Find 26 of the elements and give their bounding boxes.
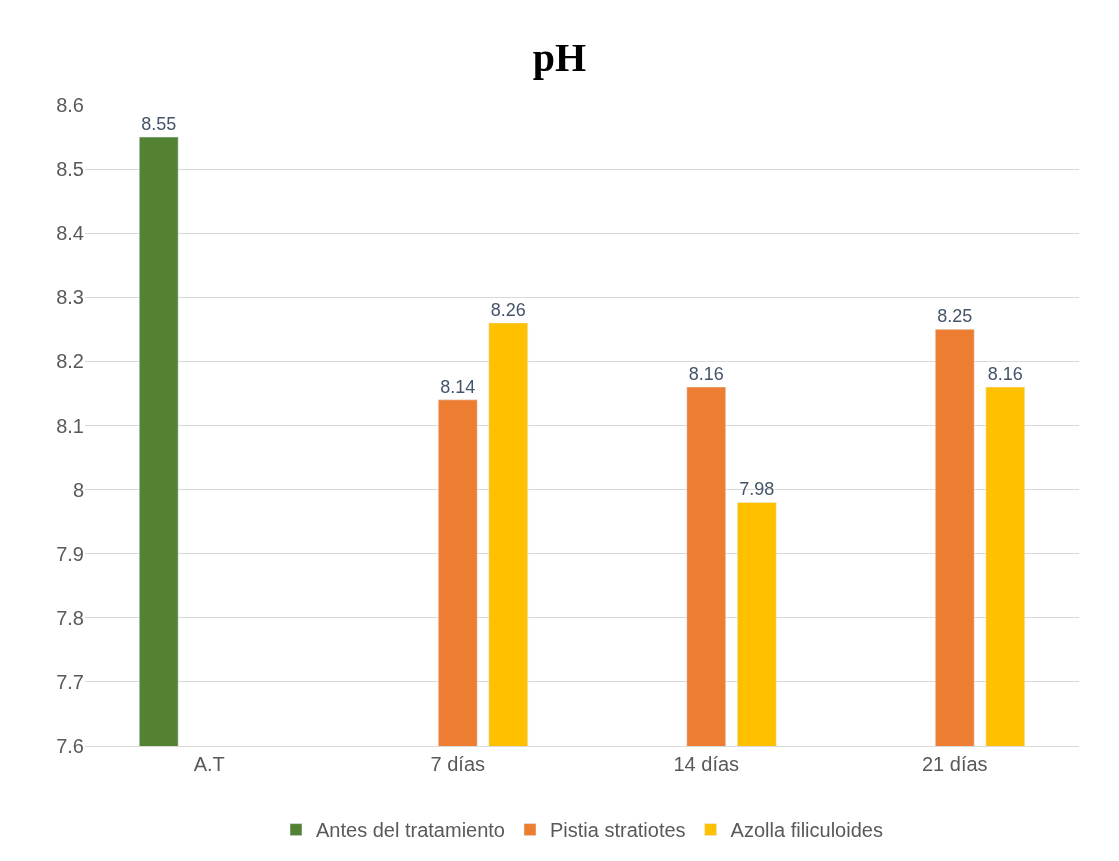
chart-title: pH <box>532 35 587 81</box>
data-label: 8.55 <box>141 114 177 135</box>
legend-label: Pistia stratiotes <box>550 819 686 842</box>
y-tick-label: 7.7 <box>56 670 84 693</box>
y-tick-label: 7.8 <box>56 606 84 629</box>
data-label: 8.16 <box>987 364 1023 385</box>
x-tick-label: 7 días <box>430 753 485 775</box>
x-tick-label: 21 días <box>921 753 988 775</box>
y-tick-label: 8.4 <box>56 222 84 245</box>
y-tick-label: 8.3 <box>56 286 84 309</box>
y-tick-label: 7.9 <box>56 542 84 565</box>
y-tick-label: 8.2 <box>56 350 84 373</box>
y-tick-label: 8 <box>72 478 84 501</box>
y-tick-label: 8.5 <box>56 158 84 181</box>
x-tick-label: 14 días <box>673 753 740 775</box>
legend-label: Antes del tratamiento <box>316 819 505 842</box>
y-tick-label: 8.1 <box>56 414 84 437</box>
y-tick-label: 8.6 <box>56 94 84 116</box>
x-tick-label: A.T <box>193 753 225 775</box>
data-label: 8.16 <box>688 364 724 385</box>
legend-label: Azolla filiculoides <box>730 819 883 842</box>
data-label: 8.14 <box>440 376 476 397</box>
data-label: 7.98 <box>739 479 775 500</box>
data-label: 8.25 <box>937 306 973 327</box>
data-label: 8.26 <box>490 299 526 320</box>
y-tick-label: 7.6 <box>56 735 84 757</box>
